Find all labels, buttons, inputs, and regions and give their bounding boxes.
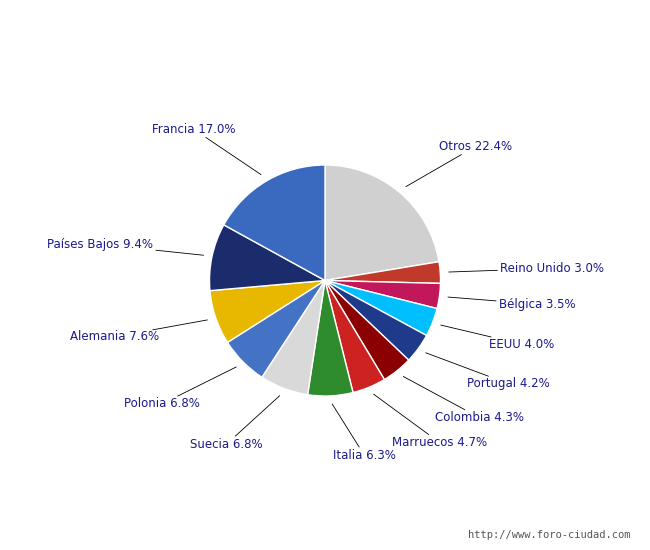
Text: Francia 17.0%: Francia 17.0% <box>152 123 261 174</box>
Text: Otros 22.4%: Otros 22.4% <box>406 140 512 186</box>
Wedge shape <box>262 280 325 395</box>
Wedge shape <box>325 280 409 380</box>
Wedge shape <box>307 280 353 396</box>
Text: Marruecos 4.7%: Marruecos 4.7% <box>374 394 488 449</box>
Text: Suecia 6.8%: Suecia 6.8% <box>190 395 280 451</box>
Text: http://www.foro-ciudad.com: http://www.foro-ciudad.com <box>468 530 630 541</box>
Wedge shape <box>325 262 441 283</box>
Text: Portugal 4.2%: Portugal 4.2% <box>426 353 550 390</box>
Wedge shape <box>209 225 325 290</box>
Text: Reino Unido 3.0%: Reino Unido 3.0% <box>448 262 604 275</box>
Text: Ocaña - Turistas extranjeros según país - Abril de 2024: Ocaña - Turistas extranjeros según país … <box>26 14 624 32</box>
Wedge shape <box>325 280 426 360</box>
Wedge shape <box>325 280 441 309</box>
Text: Alemania 7.6%: Alemania 7.6% <box>70 320 207 343</box>
Text: EEUU 4.0%: EEUU 4.0% <box>441 325 554 350</box>
Wedge shape <box>210 280 325 343</box>
Text: Países Bajos 9.4%: Países Bajos 9.4% <box>47 238 203 255</box>
Wedge shape <box>325 280 437 336</box>
Text: Polonia 6.8%: Polonia 6.8% <box>124 367 236 410</box>
Wedge shape <box>227 280 325 377</box>
Wedge shape <box>325 165 439 280</box>
Wedge shape <box>325 280 384 393</box>
Text: Bélgica 3.5%: Bélgica 3.5% <box>448 297 576 311</box>
Wedge shape <box>224 165 325 280</box>
Text: Colombia 4.3%: Colombia 4.3% <box>403 376 524 424</box>
Text: Italia 6.3%: Italia 6.3% <box>332 404 396 463</box>
